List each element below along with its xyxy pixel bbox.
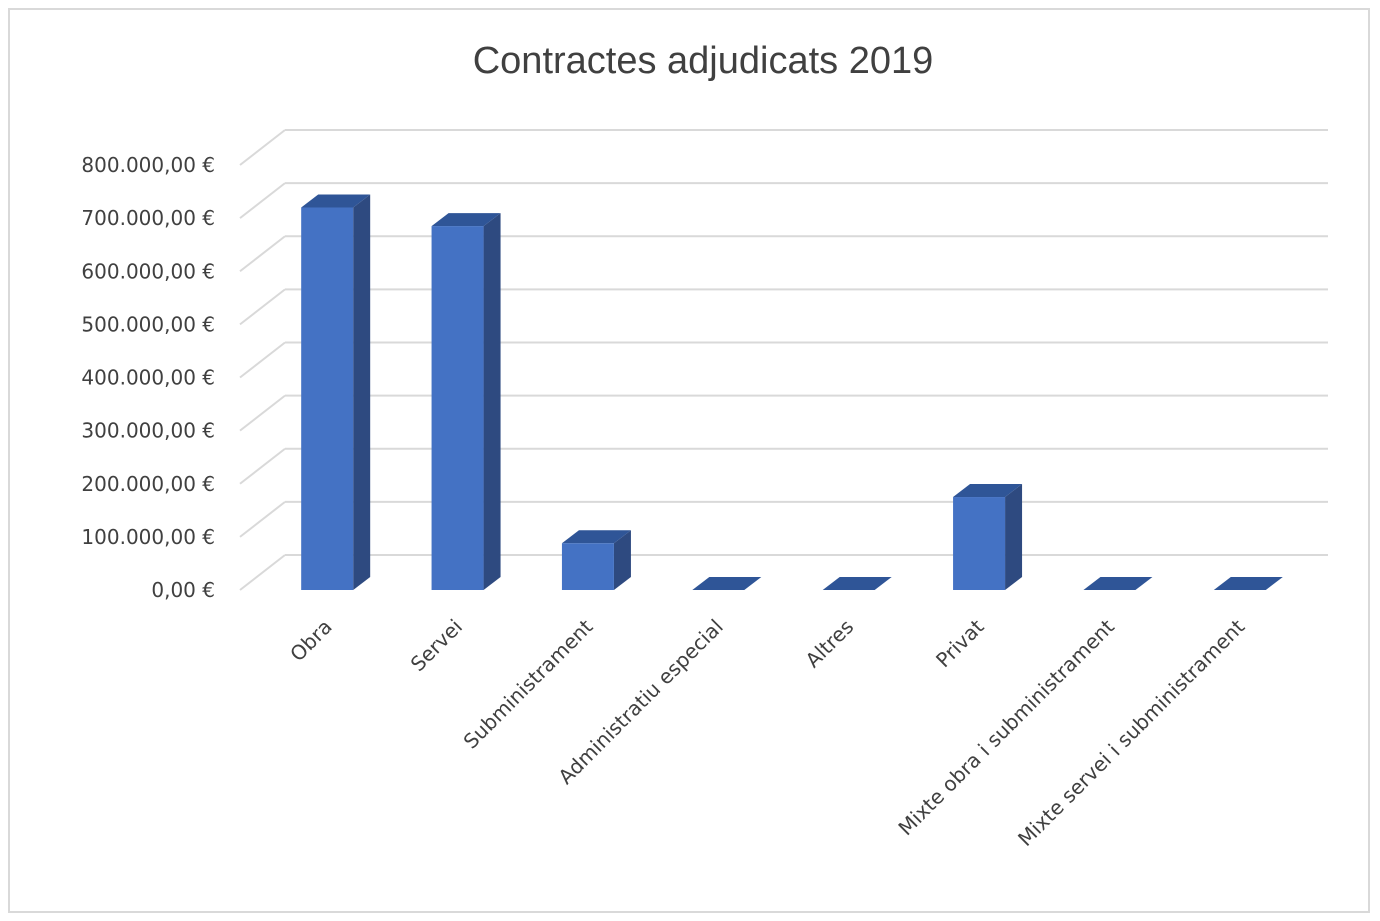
gridline [239,447,1328,485]
gridline [239,554,1328,591]
grid-lines [239,129,1328,591]
y-tick-label: 700.000,00 € [81,206,215,230]
gridline [239,182,1328,219]
bar [1083,577,1153,590]
bar [1213,577,1283,590]
gridline [239,129,1328,166]
y-tick-label: 500.000,00 € [81,312,215,336]
gridline [239,235,1328,273]
x-category-label: Obra [285,615,337,667]
bar [692,577,762,590]
y-tick-label: 600.000,00 € [81,259,215,283]
gridline [239,394,1328,432]
y-tick-label: 400.000,00 € [81,366,215,390]
x-category-label: Altres [801,615,859,673]
y-tick-label: 200.000,00 € [81,472,215,496]
x-category-label: Subministrament [459,614,598,753]
bar [301,194,371,590]
gridline [239,500,1328,538]
x-category-label: Servei [406,615,467,676]
chart-title: Contractes adjudicats 2019 [473,40,934,82]
bars [301,194,1283,590]
bar [953,484,1023,590]
x-category-label: Mixte obra i subministrament [893,614,1119,840]
x-category-label: Mixte servei i subministrament [1013,614,1249,850]
chart-frame [8,8,1370,913]
gridline [239,341,1328,379]
bar [822,577,892,590]
bar [561,530,631,590]
y-tick-label: 100.000,00 € [81,525,215,549]
y-tick-label: 800.000,00 € [81,153,215,177]
y-tick-label: 300.000,00 € [81,419,215,443]
gridline [239,288,1328,326]
y-axis-ticks: 0,00 € 100.000,00 € 200.000,00 € 300.000,00… [81,153,215,602]
x-category-label: Privat [931,614,989,672]
y-tick-label: 0,00 € [151,578,215,602]
bar [431,213,501,590]
